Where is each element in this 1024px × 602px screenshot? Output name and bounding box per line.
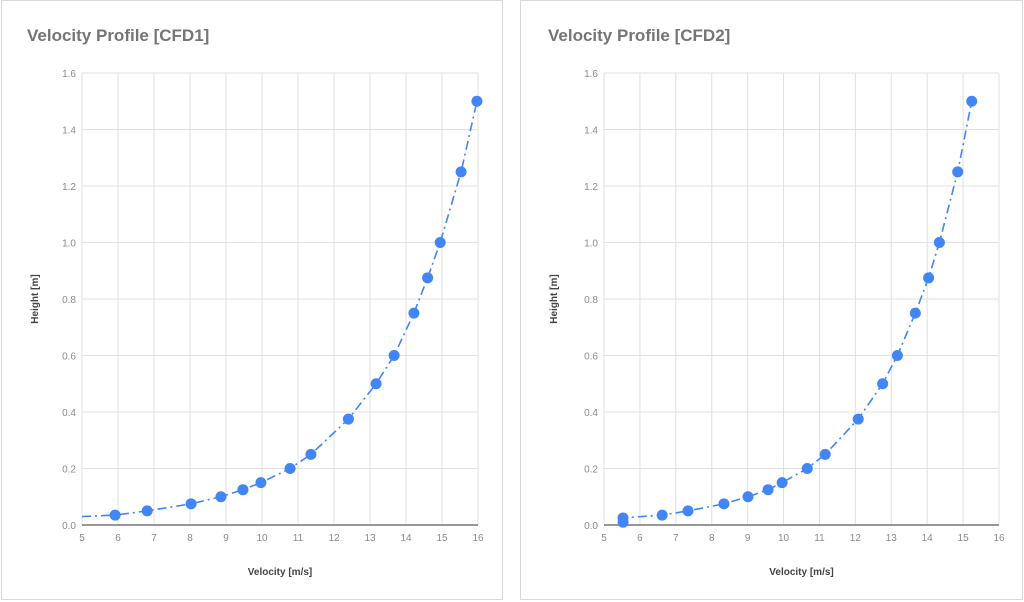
data-point: [801, 463, 813, 474]
x-axis-label: Velocity [m/s]: [769, 567, 833, 578]
data-point: [388, 350, 400, 361]
y-tick-label: 1.4: [584, 126, 598, 137]
data-point: [141, 505, 153, 517]
data-point: [682, 505, 694, 517]
x-tick-label: 10: [256, 533, 268, 544]
y-tick-label: 0.2: [584, 465, 598, 476]
y-tick-label: 0.4: [62, 408, 76, 419]
x-tick-label: 12: [850, 533, 862, 544]
x-tick-label: 9: [745, 533, 751, 544]
chart-title: Velocity Profile [CFD1]: [27, 26, 210, 45]
x-tick-label: 14: [922, 533, 934, 544]
x-tick-label: 13: [364, 533, 376, 544]
y-tick-label: 1.4: [62, 126, 76, 137]
x-tick-label: 7: [151, 533, 157, 544]
data-point: [185, 498, 197, 510]
x-tick-label: 15: [958, 533, 970, 544]
data-point: [819, 448, 831, 460]
chart-panel-cfd1: Velocity Profile [CFD1] 5 6 7 8 9 10 11 12 13 14 1…: [1, 0, 503, 600]
x-tick-label: 12: [328, 533, 340, 544]
data-point: [255, 477, 267, 489]
x-tick-label: 7: [673, 533, 679, 544]
data-point: [370, 378, 382, 390]
x-tick-label: 8: [709, 533, 715, 544]
data-point: [742, 491, 754, 503]
data-point: [455, 166, 467, 178]
x-tick-label: 6: [637, 533, 643, 544]
data-point: [952, 166, 964, 178]
y-tick-label: 0.6: [62, 352, 76, 363]
data-point: [909, 307, 921, 319]
y-tick-label: 1.2: [584, 182, 598, 193]
x-tick-label: 16: [472, 533, 484, 544]
data-point: [617, 512, 629, 524]
y-tick-label: 1.0: [584, 239, 598, 250]
data-point: [305, 448, 317, 460]
data-point: [342, 413, 354, 425]
x-tick-label: 16: [993, 533, 1005, 544]
y-tick-label: 0.2: [62, 465, 76, 476]
data-point: [923, 272, 935, 284]
y-tick-label: 1.6: [584, 69, 598, 80]
x-tick-label: 13: [886, 533, 898, 544]
y-tick-label: 0.0: [62, 521, 76, 532]
data-point: [852, 413, 864, 425]
x-axis-label: Velocity [m/s]: [248, 567, 312, 578]
x-tick-label: 15: [436, 533, 448, 544]
x-tick-label: 5: [79, 533, 85, 544]
y-axis-label: Height [m]: [549, 274, 560, 323]
y-axis-label: Height [m]: [30, 274, 41, 323]
data-point: [877, 378, 889, 390]
chart-plot-cfd2: 5 6 7 8 9 10 11 12 13 14 15 16 0.0 0.2 0.4 0.6 0.8 1.0 1.2…: [549, 69, 1005, 578]
data-point: [422, 272, 434, 284]
y-tick-label: 0.8: [584, 295, 598, 306]
data-point: [966, 95, 978, 107]
x-tick-label: 8: [187, 533, 193, 544]
data-point: [215, 491, 227, 503]
x-tick-label: 11: [293, 533, 304, 544]
x-tick-label: 5: [601, 533, 607, 544]
data-point: [237, 484, 249, 496]
y-tick-label: 1.6: [62, 69, 76, 80]
series-trendline: [81, 101, 478, 518]
data-point: [284, 463, 296, 474]
data-point: [471, 95, 483, 107]
chart-title: Velocity Profile [CFD2]: [548, 26, 731, 45]
y-tick-label: 1.0: [62, 239, 76, 250]
data-point: [434, 237, 446, 248]
y-tick-label: 0.0: [584, 521, 598, 532]
x-tick-label: 10: [778, 533, 790, 544]
y-tick-label: 0.6: [584, 352, 598, 363]
data-point: [718, 498, 730, 510]
chart-plot-cfd1: 5 6 7 8 9 10 11 12 13 14 15 16 0.0 0.2 0.4 0.6 0.8 1.0 1.2…: [30, 69, 484, 578]
x-tick-label: 14: [400, 533, 412, 544]
y-tick-label: 0.4: [584, 408, 598, 419]
data-point: [762, 484, 774, 496]
data-point: [933, 237, 945, 248]
data-point: [408, 307, 420, 319]
x-tick-label: 9: [223, 533, 229, 544]
y-tick-label: 1.2: [62, 182, 76, 193]
data-point: [109, 509, 121, 521]
chart-panel-cfd2: Velocity Profile [CFD2] 5 6 7 8 9 10 11 12 13 14 1…: [520, 0, 1023, 600]
x-tick-label: 11: [814, 533, 825, 544]
y-tick-label: 0.8: [62, 295, 76, 306]
x-tick-label: 6: [115, 533, 121, 544]
data-point: [891, 350, 903, 361]
data-point: [776, 477, 788, 489]
data-point: [656, 509, 668, 521]
